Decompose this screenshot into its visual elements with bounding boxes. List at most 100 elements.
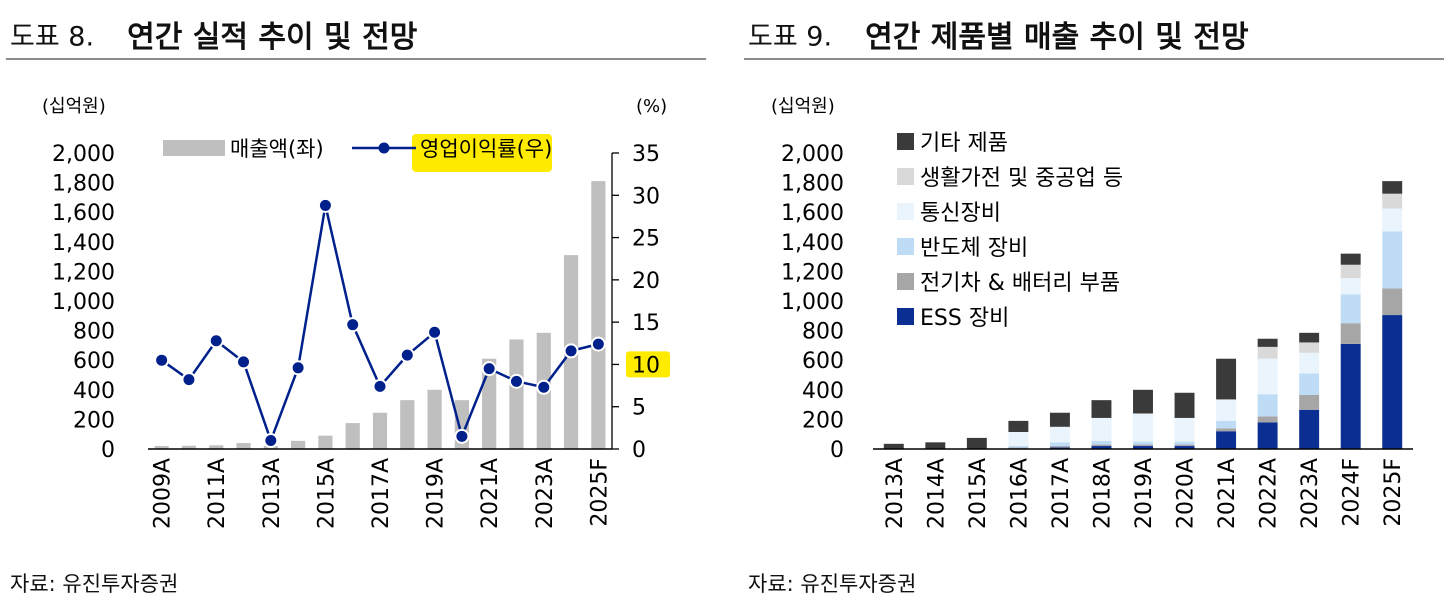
x-tick-label: 2018A [1090, 458, 1115, 529]
stacked-bar-segment [1008, 447, 1029, 449]
stacked-bar-segment [1133, 413, 1153, 442]
revenue-bar [318, 435, 333, 449]
stacked-bar-segment [1174, 417, 1195, 442]
operating-margin-point [563, 343, 579, 359]
left-axis-unit: (십억원) [42, 96, 106, 117]
revenue-bar [236, 443, 251, 449]
left-chart: (십억원) (%) 2,000 1,800 1,600 1,400 1,200 1,000 80… [42, 96, 670, 529]
stacked-bar-segment [1049, 446, 1070, 448]
x-tick-label: 2016A [1007, 458, 1032, 529]
operating-margin-point [399, 347, 415, 363]
stacked-bar-segment [1216, 420, 1237, 429]
y-tick-label: 200 [802, 408, 844, 433]
operating-margin-point [290, 360, 306, 376]
legend-highlight-mark [412, 134, 552, 172]
legend-swatch [897, 133, 914, 150]
stacked-bar-segment [1382, 231, 1403, 289]
operating-margin-point [208, 333, 224, 349]
stacked-bar-segment [1216, 399, 1237, 421]
operating-margin-point [263, 433, 279, 449]
stacked-bar-segment [1257, 422, 1278, 449]
left-y-tick-label: 1,200 [52, 260, 115, 285]
legend-margin-marker [378, 142, 390, 154]
stacked-bar-segment [1174, 446, 1195, 449]
revenue-bar [482, 358, 497, 449]
stacked-bar-segment [1382, 315, 1403, 449]
right-y-tick-label: 5 [632, 396, 646, 421]
right-figure-panel: 도표 9. 연간 제품별 매출 추이 및 전망 (십억원) 2,000 1,800 1… [738, 0, 1450, 607]
y-tick-label: 2,000 [781, 142, 844, 167]
legend-label: 통신장비 [920, 201, 1001, 226]
revenue-bar [400, 400, 415, 449]
stacked-bar-segment [1216, 431, 1237, 449]
legend-label: 기타 제품 [920, 131, 1008, 156]
left-title-divider [6, 58, 706, 60]
stacked-bar-segment [1340, 323, 1361, 344]
operating-margin-point [154, 352, 170, 368]
legend-label: 전기차 & 배터리 부품 [920, 271, 1120, 296]
operating-margin-point [317, 197, 333, 213]
stacked-bar-segment [1091, 440, 1112, 445]
revenue-bar [372, 412, 388, 449]
left-y-tick-label: 600 [73, 349, 115, 374]
x-tick-label: 2019A [424, 458, 449, 529]
y-tick-label: 1,800 [781, 172, 844, 197]
stacked-bar-segment [1257, 358, 1278, 395]
left-figure-title: 도표 8. 연간 실적 추이 및 전망 [10, 12, 417, 55]
stacked-bar-segment [1008, 431, 1029, 447]
revenue-bar [291, 440, 306, 449]
operating-margin-point [536, 379, 552, 395]
right-source: 자료: 유진투자증권 [748, 572, 917, 596]
x-tick-label: 2015A [966, 458, 991, 529]
stacked-bar-segment [1257, 338, 1278, 347]
right-y-tick-label: 20 [632, 269, 660, 294]
operating-margin-point [481, 361, 497, 377]
left-y-tick-label: 1,000 [52, 290, 115, 315]
right-y-tick-label: 15 [632, 311, 660, 336]
left-y-tick-label: 800 [73, 320, 115, 345]
legend-margin-label: 영업이익률(우) [420, 137, 552, 161]
left-y-tick-label: 0 [101, 438, 115, 463]
stacked-bar-segment [1174, 444, 1195, 447]
right-axis-unit: (%) [636, 96, 667, 117]
x-tick-label: 2021A [1215, 458, 1240, 529]
stacked-bar-segment [1299, 373, 1320, 395]
right-figure-title: 도표 9. 연간 제품별 매출 추이 및 전망 [748, 12, 1249, 55]
x-tick-label: 2014A [924, 458, 949, 529]
legend-revenue-swatch [163, 140, 225, 156]
right-y-tick-label: 30 [632, 184, 660, 209]
revenue-bar [591, 181, 606, 449]
stacked-bar-segment [1091, 400, 1112, 418]
left-figure-title-text: 연간 실적 추이 및 전망 [115, 20, 417, 55]
x-tick-label: 2011A [205, 458, 230, 529]
y-tick-label: 1,200 [781, 260, 844, 285]
stacked-bar-segment [1299, 394, 1320, 410]
x-tick-label: 2021A [478, 458, 503, 529]
axis-unit: (십억원) [771, 96, 835, 117]
left-figure-panel: 도표 8. 연간 실적 추이 및 전망 (십억원) (%) 2,000 1,800 1,… [0, 0, 712, 607]
x-tick-label: 2013A [260, 458, 285, 529]
x-tick-label: 2020A [1174, 458, 1199, 529]
revenue-bar [209, 445, 224, 449]
left-y-tick-label: 1,400 [52, 231, 115, 256]
stacked-bar-segment [1340, 343, 1361, 449]
x-tick-label: 2017A [369, 458, 394, 529]
stacked-bar-segment [1091, 417, 1112, 441]
stacked-bar-segment [1133, 389, 1153, 414]
legend-swatch [897, 238, 914, 255]
x-tick-label: 2009A [151, 458, 176, 529]
x-tick-label: 2024F [1340, 458, 1365, 527]
operating-margin-point [372, 378, 388, 394]
x-tick-label: 2023A [1298, 458, 1323, 529]
stacked-bar-segment [1133, 441, 1153, 445]
x-tick-label: 2022A [1257, 458, 1282, 529]
stacked-bar-segment [1049, 412, 1070, 427]
legend-swatch [897, 273, 914, 290]
legend-swatch [897, 203, 914, 220]
legend-swatch [897, 308, 914, 325]
revenue-bar [509, 339, 524, 449]
stacked-bar-segment [1340, 294, 1361, 324]
stacked-bar-segment [1382, 288, 1403, 316]
revenue-bar [345, 423, 360, 449]
y-tick-label: 600 [802, 349, 844, 374]
